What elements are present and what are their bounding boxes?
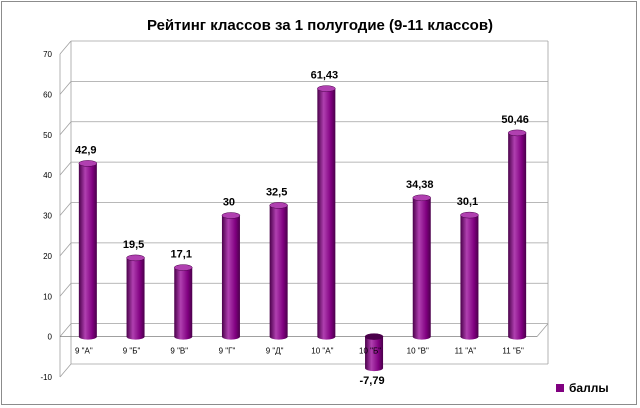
data-label: 50,46 [501,114,529,126]
bar-cap [412,194,431,202]
x-tick-label: 11 "А" [455,347,477,356]
bars-layer [78,85,527,372]
legend-label: баллы [569,381,609,395]
x-tick-label: 10 "Б" [359,347,381,356]
gridline-depth [59,40,72,55]
x-tick-label: 9 "А" [75,347,93,356]
chart-title: Рейтинг классов за 1 полугодие (9-11 кла… [147,17,493,34]
gridline-depth [59,121,72,136]
x-tick-label: 9 "Г" [219,347,236,356]
x-tick-label: 9 "В" [170,347,188,356]
floor-right-edge [536,323,549,337]
bar-body [126,257,145,340]
y-tick-label: 20 [43,252,52,261]
y-tick-label: -10 [40,373,52,382]
bar-body [317,88,336,340]
gridline-depth [59,282,72,297]
bar-cap [269,202,288,209]
data-label: 34,38 [406,179,434,191]
bar-cap [174,264,193,271]
gridline-depth [59,81,72,95]
gridline-depth [59,363,72,378]
y-tick-label: 60 [43,90,52,99]
y-tick-label: 0 [48,333,53,342]
bar-body [365,336,384,372]
y-tick-label: 30 [43,212,52,221]
data-label: 30 [223,197,235,209]
data-label: 30,1 [457,196,478,208]
bar [317,85,336,340]
bar-body [412,197,431,340]
bar-body [269,205,288,340]
bar-cap [221,212,241,219]
y-tick-label: 10 [43,292,52,301]
bar [507,129,527,340]
x-tick-label: 10 "А" [311,347,333,356]
labels-layer: 42,9 9 "А" 19,5 9 "Б" 17,1 9 "В" 30 9 "Г" 32,5 9 … [75,70,529,387]
bar-cap [78,160,98,167]
bar [269,202,288,340]
data-label: 19,5 [123,239,144,251]
gridline-depth [59,323,72,337]
gridline-depth [59,161,72,176]
y-tick-label: 40 [43,171,52,180]
bar-cap [364,333,384,340]
gridline-depth [59,202,72,216]
bar-cap [317,85,336,92]
bar [460,211,479,340]
gridline-depth [59,242,72,257]
bar-body [508,132,527,340]
bar [221,212,241,340]
data-label: -7,79 [360,375,385,387]
bar [174,264,193,340]
data-label: 17,1 [171,249,192,261]
bar-cap [507,129,527,137]
x-tick-label: 9 "Д" [266,347,284,356]
y-tick-label: 70 [43,50,52,59]
y-tick-label: 50 [43,131,52,140]
x-tick-label: 10 "В" [407,347,429,356]
bar-cap [460,211,479,219]
bar [364,333,384,372]
bar-body [221,215,240,340]
data-label: 32,5 [266,186,287,198]
data-label: 61,43 [311,70,339,82]
bar-cap [126,254,145,262]
legend-swatch [556,384,564,392]
grid-layer: -10 0 10 20 30 40 50 60 70 [40,40,549,382]
x-tick-label: 11 "Б" [502,347,524,356]
bar-body [78,163,97,340]
bar-body [174,267,193,340]
x-tick-label: 9 "Б" [123,347,141,356]
bar [412,194,431,340]
bar-body [460,215,479,340]
legend: баллы [556,381,609,395]
bar [78,160,98,340]
data-label: 42,9 [75,144,96,156]
bar [126,254,145,340]
